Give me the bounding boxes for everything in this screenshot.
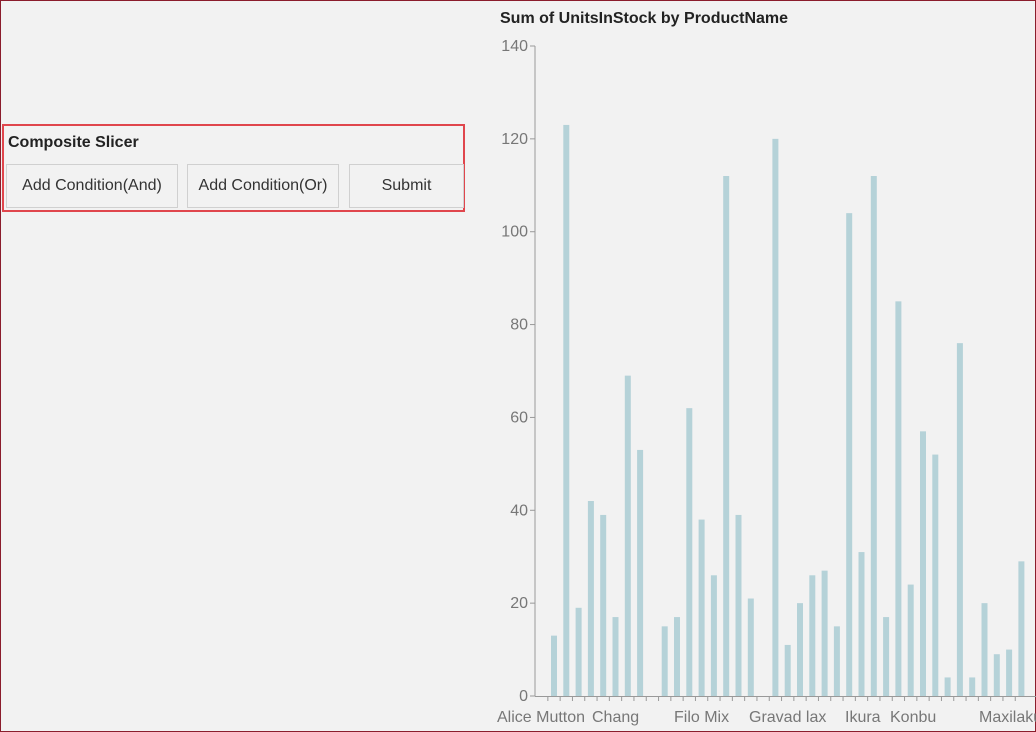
- bar[interactable]: [600, 514, 607, 696]
- y-tick-label: 80: [510, 317, 528, 334]
- bars: [551, 124, 1025, 697]
- bar[interactable]: [563, 124, 570, 696]
- x-tick-label: Konbu: [890, 709, 936, 726]
- x-tick-label: Chang: [592, 709, 639, 726]
- bar[interactable]: [624, 375, 631, 696]
- bar[interactable]: [993, 654, 1000, 696]
- bar[interactable]: [883, 617, 890, 696]
- bar[interactable]: [661, 626, 668, 696]
- bar[interactable]: [551, 635, 557, 696]
- y-tick-label: 60: [510, 409, 528, 426]
- bar[interactable]: [575, 607, 582, 696]
- bar[interactable]: [686, 408, 693, 696]
- submit-button[interactable]: Submit: [349, 164, 464, 208]
- bar[interactable]: [710, 575, 717, 696]
- bar[interactable]: [735, 514, 742, 696]
- bar[interactable]: [784, 644, 791, 696]
- bar[interactable]: [956, 343, 963, 696]
- y-tick-label: 140: [501, 38, 528, 55]
- add-condition-and-button[interactable]: Add Condition(And): [6, 164, 178, 208]
- y-tick-label: 100: [501, 224, 528, 241]
- x-tick-label: Gravad lax: [749, 709, 826, 726]
- bar[interactable]: [723, 176, 730, 696]
- y-axis: 0 20 40 60 80 100 120 140: [501, 38, 536, 705]
- bar[interactable]: [969, 677, 976, 696]
- x-tick-label: Ikura: [845, 709, 881, 726]
- chart-title: Sum of UnitsInStock by ProductName: [500, 10, 789, 27]
- bar[interactable]: [846, 213, 853, 696]
- bar[interactable]: [920, 431, 926, 696]
- bar[interactable]: [698, 519, 705, 696]
- bar[interactable]: [637, 449, 644, 696]
- add-condition-or-button[interactable]: Add Condition(Or): [187, 164, 339, 208]
- bar[interactable]: [895, 301, 902, 696]
- bar[interactable]: [674, 617, 680, 696]
- bar[interactable]: [612, 617, 619, 696]
- bar[interactable]: [772, 138, 779, 696]
- bar[interactable]: [747, 598, 754, 697]
- bar[interactable]: [587, 501, 594, 696]
- y-tick-label: 40: [510, 502, 528, 519]
- x-axis-labels: Alice Mutton Chang Filo Mix Gravad lax Ikura…: [497, 709, 1036, 726]
- bar[interactable]: [833, 626, 840, 696]
- bar[interactable]: [944, 677, 951, 696]
- x-axis: [535, 696, 1036, 701]
- bar[interactable]: [932, 454, 939, 696]
- x-tick-label: Filo Mix: [674, 709, 729, 726]
- composite-slicer-panel: Composite Slicer Add Condition(And) Add …: [2, 124, 465, 212]
- bar[interactable]: [821, 570, 828, 696]
- y-tick-label: 0: [519, 688, 528, 705]
- bar[interactable]: [1018, 561, 1025, 696]
- slicer-title: Composite Slicer: [8, 134, 139, 151]
- x-tick-label: Maxilaku: [979, 709, 1036, 726]
- bar[interactable]: [907, 584, 914, 696]
- bar[interactable]: [870, 176, 877, 696]
- bar[interactable]: [797, 603, 803, 696]
- y-tick-label: 120: [501, 131, 528, 148]
- bar[interactable]: [981, 603, 988, 696]
- bar[interactable]: [1006, 649, 1013, 696]
- bar[interactable]: [809, 575, 816, 696]
- x-tick-label: Alice Mutton: [497, 709, 585, 726]
- y-tick-label: 20: [510, 595, 528, 612]
- bar[interactable]: [858, 552, 865, 696]
- units-in-stock-bar-chart: 0 20 40 60 80 100 120 140 Alice Mutton Chang Filo…: [497, 38, 1036, 726]
